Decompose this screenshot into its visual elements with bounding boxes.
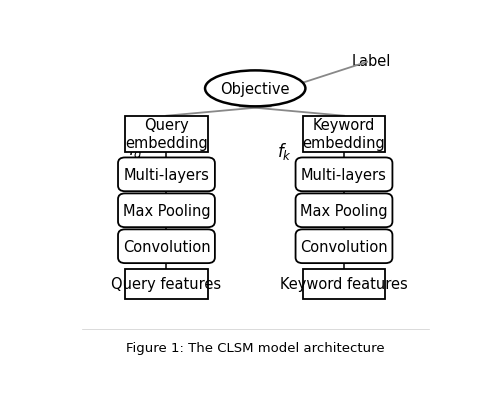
Text: Objective: Objective [221, 82, 290, 97]
Text: Keyword features: Keyword features [280, 277, 408, 292]
Text: Convolution: Convolution [300, 239, 388, 254]
FancyBboxPatch shape [302, 269, 385, 299]
Text: Max Pooling: Max Pooling [300, 203, 388, 218]
FancyBboxPatch shape [302, 116, 385, 152]
FancyBboxPatch shape [295, 158, 392, 192]
FancyBboxPatch shape [125, 116, 208, 152]
Text: Query
embedding: Query embedding [125, 118, 208, 151]
Text: Figure 1: The CLSM model architecture: Figure 1: The CLSM model architecture [126, 341, 384, 354]
Text: Max Pooling: Max Pooling [123, 203, 210, 218]
Text: Label: Label [351, 53, 391, 68]
FancyBboxPatch shape [118, 230, 215, 264]
Ellipse shape [205, 71, 305, 107]
FancyBboxPatch shape [125, 269, 208, 299]
Text: Convolution: Convolution [123, 239, 210, 254]
Text: Keyword
embedding: Keyword embedding [303, 118, 385, 151]
FancyBboxPatch shape [118, 158, 215, 192]
Text: Multi-layers: Multi-layers [301, 167, 387, 182]
FancyBboxPatch shape [295, 194, 392, 228]
Text: Multi-layers: Multi-layers [124, 167, 209, 182]
FancyBboxPatch shape [295, 230, 392, 264]
Text: Query features: Query features [112, 277, 222, 292]
Text: $f_q$: $f_q$ [128, 139, 143, 164]
FancyBboxPatch shape [118, 194, 215, 228]
Text: $f_k$: $f_k$ [277, 141, 292, 162]
